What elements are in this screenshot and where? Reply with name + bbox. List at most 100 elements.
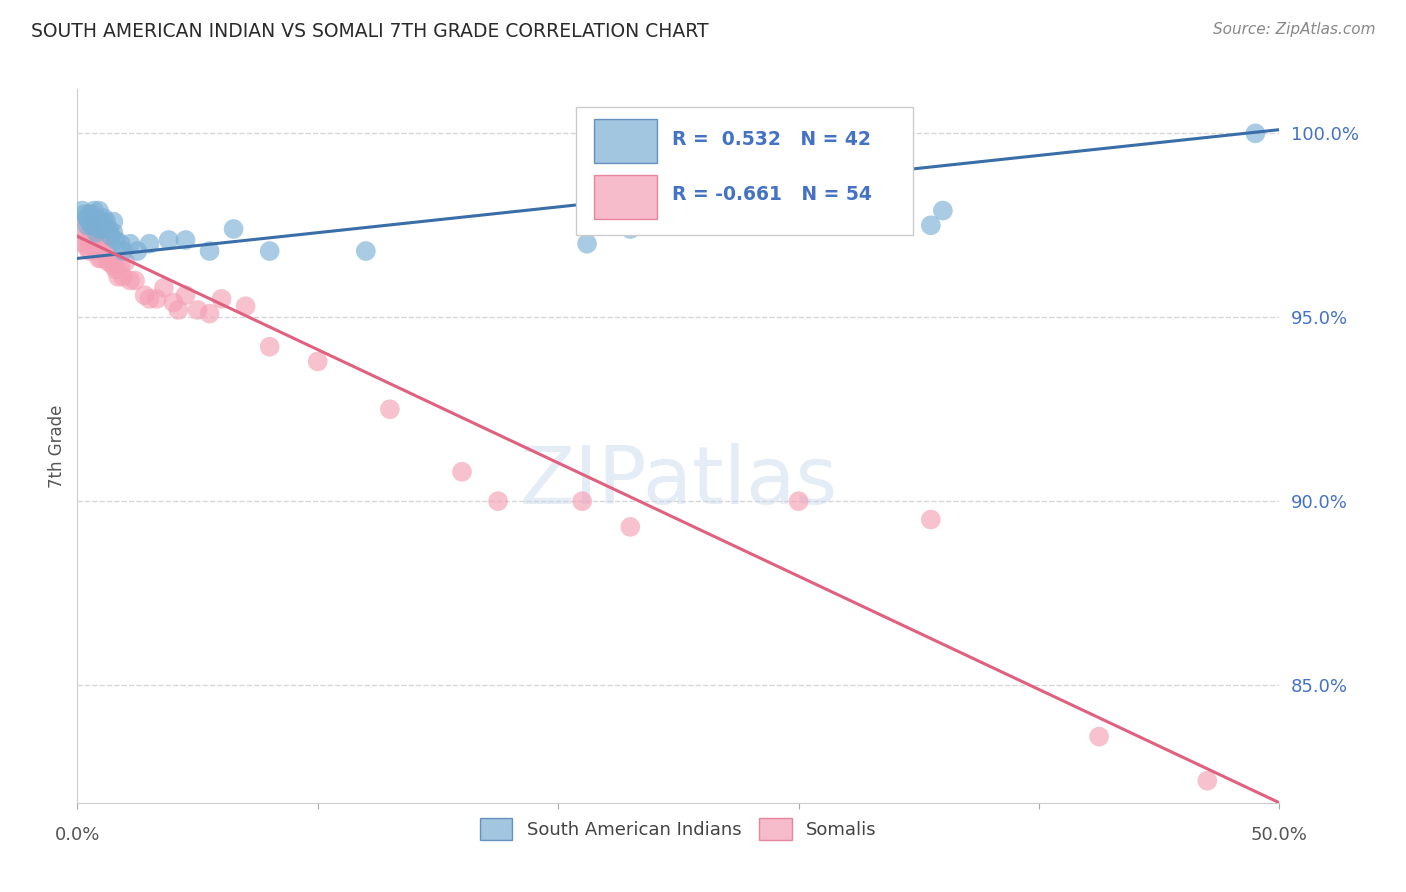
Point [104,262,127,277]
Point [70,222,93,236]
Point [235,299,257,313]
Point [96,244,118,258]
Text: Source: ZipAtlas.com: Source: ZipAtlas.com [1212,22,1375,37]
Point [70,203,93,218]
Point [211,292,233,306]
Point [222,222,245,236]
Point [174,233,197,247]
Point [103,226,125,240]
Point [153,281,176,295]
Point [307,354,329,368]
Point [174,288,197,302]
Point [96,214,118,228]
Point [186,302,209,317]
Point [76,211,98,225]
Point [87,214,110,228]
Point [162,295,184,310]
Point [79,244,101,258]
Point [90,233,112,247]
Point [86,214,108,228]
Point [87,222,110,236]
Point [110,259,132,273]
Point [83,203,105,218]
Point [571,494,593,508]
Point [83,219,105,233]
Point [354,244,377,258]
Point [73,207,96,221]
Point [198,307,221,321]
Point [79,236,101,251]
Point [90,244,112,258]
Point [93,240,115,254]
Point [157,233,180,247]
Point [111,244,134,258]
Point [87,236,110,251]
Point [138,292,160,306]
Y-axis label: 7th Grade: 7th Grade [48,404,66,488]
Text: 0.0%: 0.0% [55,826,100,844]
Point [103,214,125,228]
FancyBboxPatch shape [595,120,657,163]
Point [107,269,129,284]
Text: 50.0%: 50.0% [1251,826,1308,844]
Point [1197,773,1219,788]
Text: R =  0.532   N = 42: R = 0.532 N = 42 [672,129,872,149]
Point [76,219,98,233]
Point [127,244,149,258]
Point [100,229,122,244]
Point [103,259,125,273]
Point [79,214,101,228]
Point [93,211,115,225]
Point [80,219,103,233]
Point [259,340,281,354]
Point [80,207,103,221]
Point [1088,730,1111,744]
Point [145,292,167,306]
Point [486,494,509,508]
Legend: South American Indians, Somalis: South American Indians, Somalis [472,811,884,847]
Point [583,219,606,233]
Point [1244,126,1267,140]
Point [138,236,160,251]
Point [451,465,474,479]
Point [80,219,103,233]
FancyBboxPatch shape [595,175,657,219]
Point [114,255,136,269]
Point [79,207,101,221]
Point [120,273,142,287]
Point [110,236,132,251]
Point [87,240,110,254]
Point [576,236,599,251]
Point [90,222,112,236]
Point [86,226,108,240]
Point [83,219,105,233]
FancyBboxPatch shape [576,107,912,235]
Point [920,219,942,233]
Point [619,222,641,236]
Point [378,402,401,417]
Text: SOUTH AMERICAN INDIAN VS SOMALI 7TH GRADE CORRELATION CHART: SOUTH AMERICAN INDIAN VS SOMALI 7TH GRAD… [31,22,709,41]
Point [619,520,641,534]
Point [83,211,105,225]
Point [80,236,103,251]
Point [83,229,105,244]
Point [83,240,105,254]
Point [76,229,98,244]
Point [100,255,122,269]
Point [80,226,103,240]
Point [76,240,98,254]
Point [787,494,810,508]
Point [111,269,134,284]
Text: ZIPatlas: ZIPatlas [519,442,838,521]
Point [124,273,146,287]
Point [134,288,156,302]
Point [120,236,142,251]
Point [198,244,221,258]
Point [259,244,281,258]
Point [932,203,955,218]
Point [86,233,108,247]
Point [920,512,942,526]
Point [167,302,190,317]
Point [97,255,120,269]
Point [90,252,112,266]
